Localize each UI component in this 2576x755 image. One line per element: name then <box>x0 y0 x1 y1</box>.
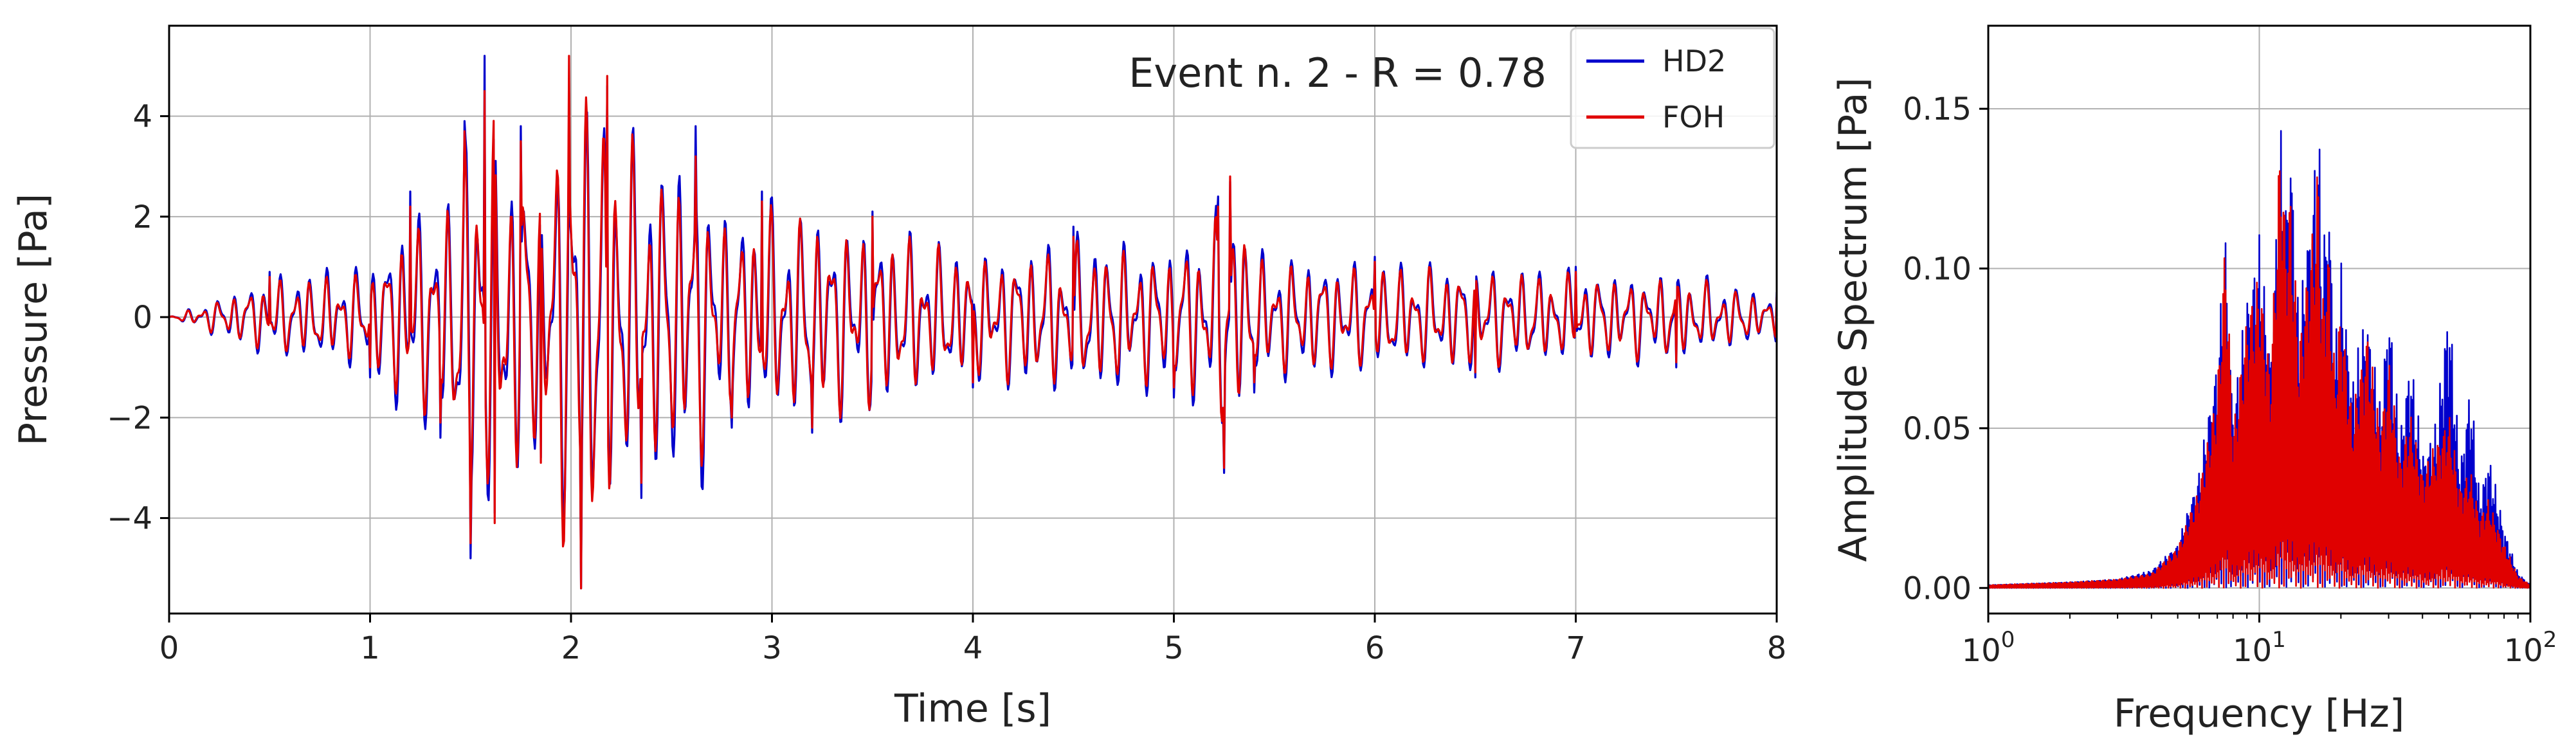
frequency-axis-ticks: 100 101 102 <box>1962 614 2557 669</box>
time-tick-label: 6 <box>1365 630 1385 666</box>
pressure-axis-label: Pressure [Pa] <box>11 194 56 446</box>
pressure-tick-label: −2 <box>107 400 152 436</box>
time-series-panel: 0 1 2 3 4 5 6 7 8 −4 −2 0 2 4 Time [s] Pressure [Pa]… <box>11 24 1787 731</box>
spectrum-line-foh <box>1988 170 2530 589</box>
amplitude-axis-label: Amplitude Spectrum [Pa] <box>1831 77 1876 561</box>
amplitude-tick-label: 0.00 <box>1903 570 1972 606</box>
amplitude-tick-label: 0.05 <box>1903 411 1972 447</box>
pressure-tick-label: −4 <box>107 501 152 537</box>
series-line-foh <box>169 55 1777 590</box>
time-tick-label: 1 <box>360 630 380 666</box>
spectrum-panel: 100 101 102 0.00 0.05 0.10 0.15 Frequency [Hz… <box>1831 24 2557 736</box>
legend: HD2 FOH <box>1570 27 1775 149</box>
time-tick-label: 3 <box>762 630 782 666</box>
frequency-tick-label: 101 <box>2233 627 2286 669</box>
legend-label-foh: FOH <box>1662 100 1725 134</box>
spectrum-lines <box>1988 130 2530 589</box>
pressure-tick-label: 4 <box>132 99 152 135</box>
time-series-lines <box>169 55 1777 590</box>
time-tick-label: 0 <box>159 630 179 666</box>
legend-label-hd2: HD2 <box>1662 44 1726 78</box>
pressure-axis-ticks: −4 −2 0 2 4 <box>107 99 169 537</box>
time-tick-label: 8 <box>1767 630 1787 666</box>
amplitude-tick-label: 0.15 <box>1903 91 1972 127</box>
time-axis-label: Time [s] <box>894 686 1051 731</box>
frequency-tick-label: 102 <box>2504 627 2557 669</box>
spectrum-line-hd2 <box>1988 130 2530 589</box>
time-tick-label: 4 <box>963 630 983 666</box>
frequency-axis-label: Frequency [Hz] <box>2114 691 2404 736</box>
amplitude-axis-ticks: 0.00 0.05 0.10 0.15 <box>1903 91 1988 606</box>
time-tick-label: 5 <box>1164 630 1184 666</box>
time-axis-ticks: 0 1 2 3 4 5 6 7 8 <box>159 614 1787 666</box>
event-annotation: Event n. 2 - R = 0.78 <box>1129 50 1547 96</box>
pressure-tick-label: 0 <box>132 300 152 336</box>
time-tick-label: 2 <box>561 630 581 666</box>
time-series-grid <box>168 26 1777 614</box>
pressure-tick-label: 2 <box>132 199 152 235</box>
time-tick-label: 7 <box>1566 630 1586 666</box>
amplitude-tick-label: 0.10 <box>1903 251 1972 287</box>
series-line-hd2 <box>169 55 1777 590</box>
frequency-tick-label: 100 <box>1962 627 2015 669</box>
